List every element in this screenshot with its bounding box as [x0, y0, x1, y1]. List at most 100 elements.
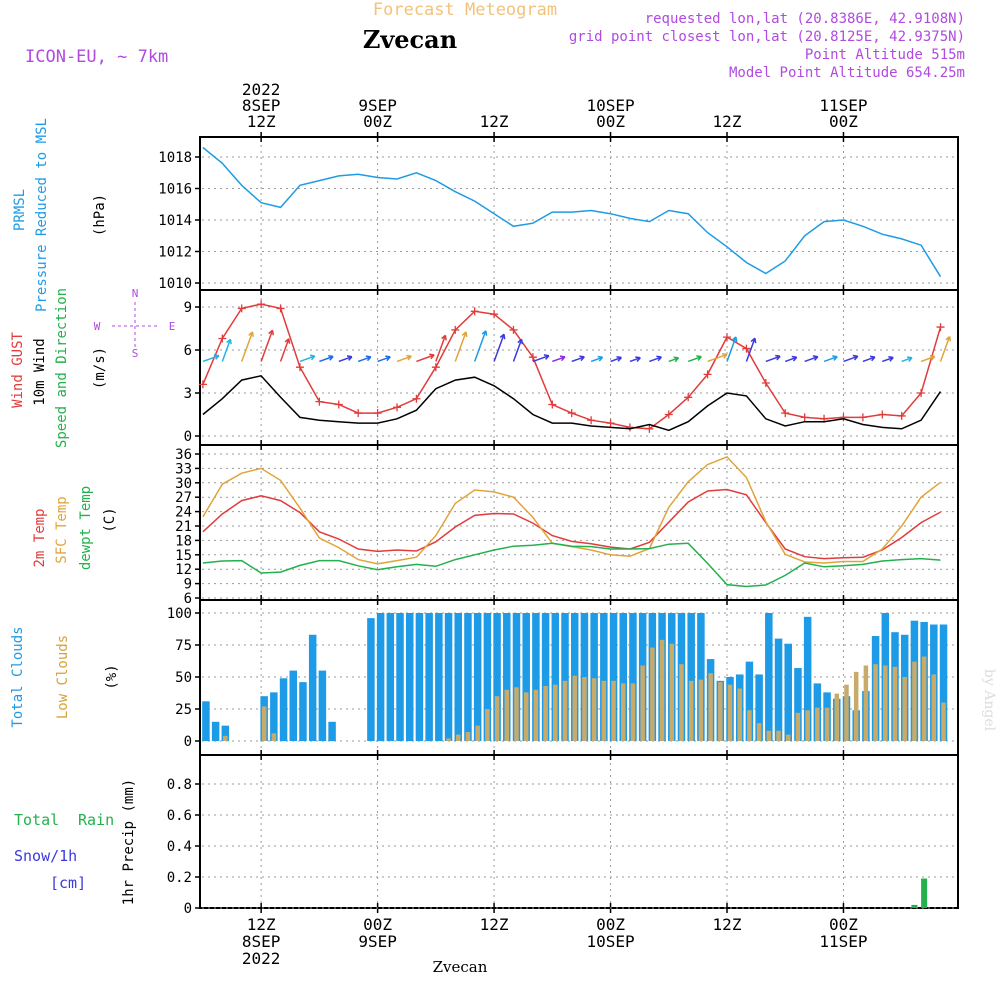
- temp-ytick-label: 9: [184, 577, 192, 593]
- cloud-bar: [629, 613, 637, 741]
- wind-arrow-head: [832, 355, 838, 361]
- cloud-bar: [824, 707, 830, 741]
- cloud-bar: [533, 689, 539, 741]
- temp-2m-label: 2m Temp: [32, 508, 48, 567]
- cloud-bar: [541, 613, 550, 741]
- cloud-bar: [698, 679, 704, 741]
- cloud-bar: [299, 682, 307, 741]
- precip-rain-label: Rain: [78, 811, 114, 829]
- pressure-ytick-label: 1014: [158, 213, 192, 229]
- cloud-bar: [784, 643, 792, 741]
- gust-marker: [334, 400, 343, 409]
- cloud-bar: [523, 692, 529, 741]
- temp-series-line-0: [202, 488, 941, 560]
- precip-ytick-label: 0.6: [167, 808, 192, 824]
- temp-ytick-label: 24: [175, 505, 192, 521]
- bottom-tick-label: 12Z: [480, 915, 509, 934]
- cloud-bar: [572, 675, 577, 741]
- wind-arrow: [493, 333, 505, 362]
- temp-ytick-label: 36: [175, 447, 192, 463]
- temp-ytick-label: 18: [175, 533, 192, 549]
- cloud-bar: [620, 683, 626, 741]
- cloud-bar: [600, 613, 608, 741]
- wind-arrow-head: [579, 355, 585, 362]
- cloud-bar: [553, 684, 558, 741]
- bottom-tick-label: 11SEP: [819, 932, 867, 951]
- wind-arrow-head: [869, 355, 876, 362]
- temp-series-line-1: [202, 456, 941, 565]
- bottom-tick-label: 00Z: [829, 915, 858, 934]
- wind-arrow: [279, 338, 290, 362]
- cloud-unit: (%): [104, 664, 120, 689]
- cloud-bar: [756, 723, 762, 741]
- gust-marker: [276, 304, 285, 313]
- cloud-bar: [270, 692, 278, 741]
- total-clouds-label: Total Clouds: [10, 626, 26, 727]
- wind-arrow-head: [461, 331, 468, 338]
- wind-arrow: [221, 339, 232, 362]
- cloud-bar: [844, 684, 849, 741]
- gust-marker: [470, 307, 479, 316]
- cloud-ytick-label: 100: [167, 606, 192, 622]
- cloud-bar: [892, 666, 898, 741]
- gust-marker: [373, 409, 382, 418]
- cloud-bar: [776, 730, 781, 741]
- gust-marker: [781, 409, 790, 418]
- wind-arrow: [357, 356, 372, 363]
- cloud-bar: [543, 685, 548, 741]
- wind-arrow-head: [791, 355, 798, 362]
- gust-marker: [664, 410, 673, 419]
- wind-gust-label: Wind GUST: [10, 332, 26, 408]
- temp-unit: (C): [102, 507, 118, 532]
- cloud-bar: [727, 684, 733, 741]
- cloud-bar: [261, 706, 267, 741]
- wind-arrow-head: [945, 335, 952, 342]
- wind-panel-labels: Wind GUST 10m Wind Speed and Direction (…: [10, 287, 175, 448]
- temp-ytick-label: 33: [175, 461, 192, 477]
- cloud-bar: [503, 613, 511, 741]
- compass-west: W: [94, 320, 101, 333]
- footer-station: Zvecan: [433, 958, 488, 976]
- compass-east: E: [169, 320, 176, 333]
- wind-arrow-head: [559, 355, 566, 362]
- cloud-bar: [376, 613, 385, 741]
- wind-arrow-head: [268, 329, 275, 336]
- wind-arrow-head: [499, 333, 506, 340]
- wind-arrow-head: [750, 337, 757, 344]
- cloud-bar: [737, 688, 742, 741]
- cloud-bar: [483, 613, 492, 741]
- temp-ytick-label: 21: [175, 519, 192, 535]
- wind-arrow-head: [906, 356, 913, 362]
- cloud-ytick-label: 50: [175, 670, 192, 686]
- wind-arrow-head: [696, 355, 702, 361]
- cloud-bar: [532, 613, 540, 741]
- cloud-bar: [650, 647, 655, 741]
- grid-point-coords: grid point closest lon,lat (20.8125E, 42…: [569, 29, 965, 45]
- gust-marker: [587, 416, 596, 425]
- cloud-bar: [834, 693, 840, 741]
- gust-marker: [703, 370, 712, 379]
- cloud-bar: [805, 710, 810, 741]
- wind-arrow: [649, 356, 662, 363]
- wind-arrow-head: [673, 356, 680, 363]
- wind-arrow: [571, 356, 585, 363]
- cloud-bar: [630, 683, 636, 741]
- faint-title: Forecast Meteogram: [373, 0, 557, 20]
- wind-arrow: [882, 356, 894, 363]
- temp-sfc-label: SFC Temp: [54, 496, 70, 563]
- bottom-tick-label: 12Z: [713, 915, 742, 934]
- cloud-bar: [514, 687, 519, 741]
- cloud-bar: [766, 730, 772, 741]
- wind-arrow: [590, 356, 603, 363]
- wind-arrow: [241, 331, 254, 362]
- wind-arrow: [862, 356, 876, 363]
- gust-marker: [897, 411, 906, 420]
- precip-ytick-label: 0.2: [167, 870, 192, 886]
- wind-arrow: [765, 355, 781, 363]
- cloud-bar: [794, 668, 802, 741]
- gust-marker: [761, 378, 770, 387]
- bottom-tick-label: 2022: [242, 949, 281, 968]
- precip-ytick-label: 0: [184, 901, 192, 917]
- cloud-bar: [708, 673, 713, 741]
